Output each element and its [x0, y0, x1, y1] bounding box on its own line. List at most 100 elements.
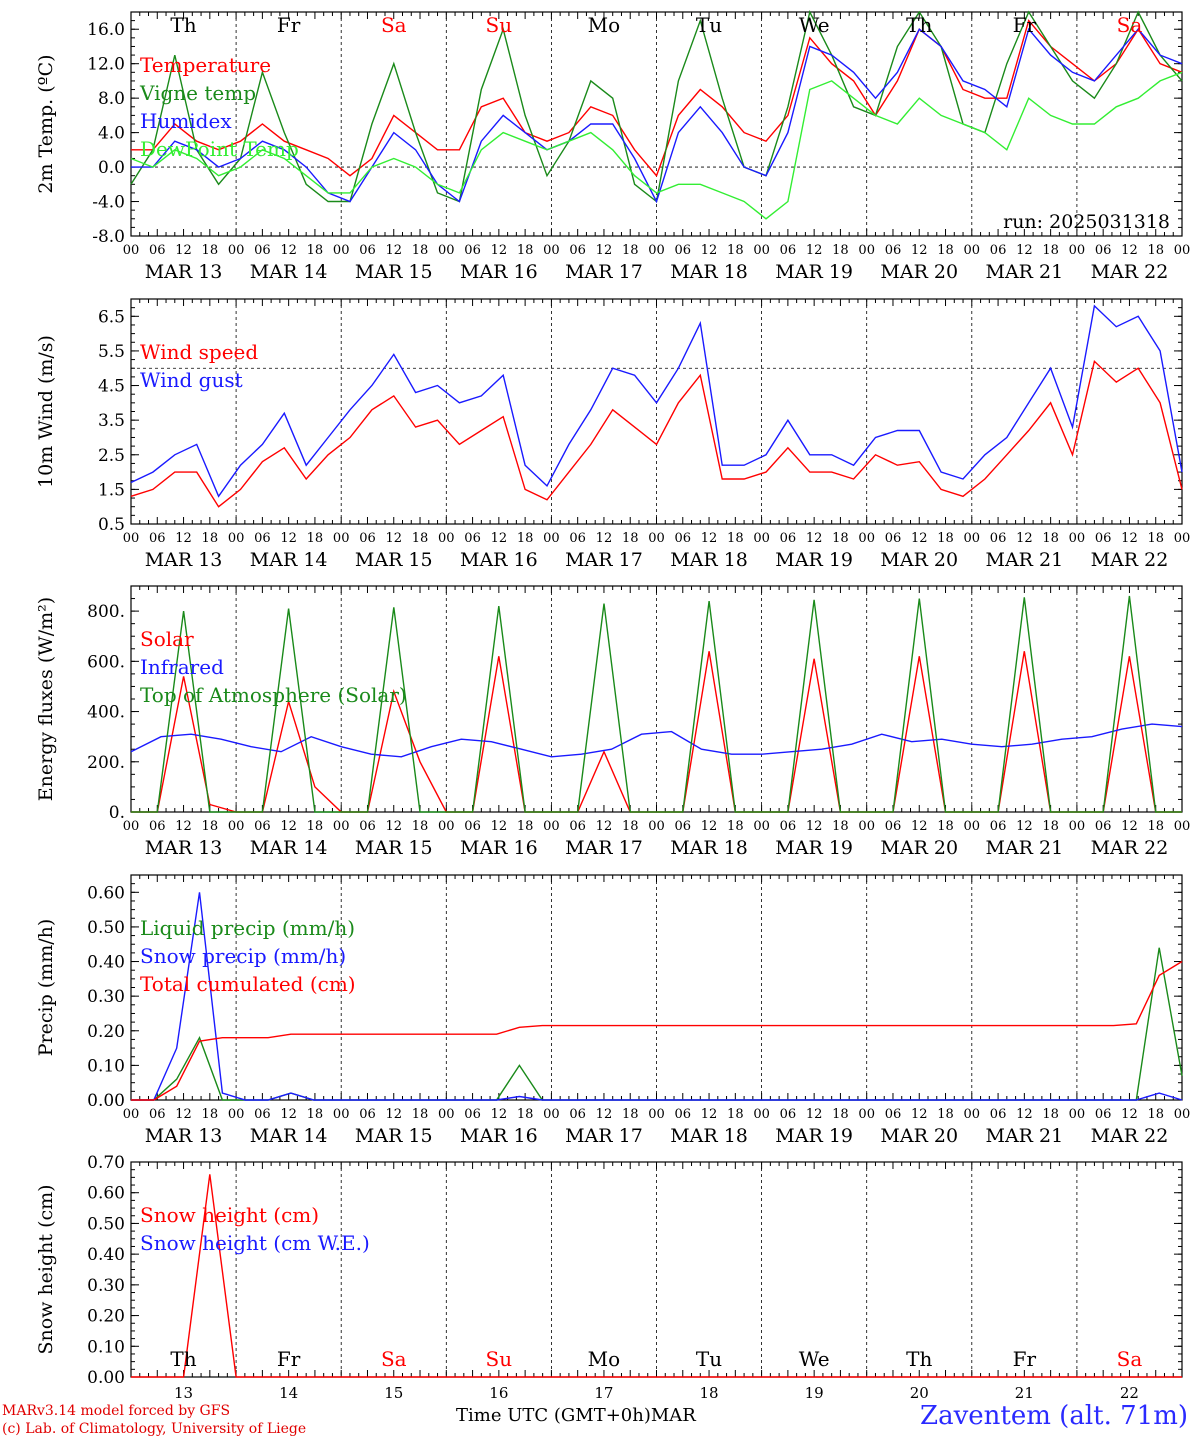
hour-label: 18: [202, 1107, 219, 1122]
hour-label: 00: [1174, 531, 1191, 546]
series-line-temperature: [131, 19, 1183, 178]
hour-label: 12: [1016, 819, 1033, 834]
hour-label: 06: [359, 531, 376, 546]
hour-label: 00: [333, 819, 350, 834]
hour-label: 06: [990, 243, 1007, 258]
series-line-snow-precip-mm-h-: [131, 892, 1183, 1101]
series-line-dewpoint-temp: [130, 71, 1183, 220]
day-name: Mo: [588, 1347, 621, 1371]
hour-label: 00: [228, 243, 245, 258]
date-label: MAR 16: [460, 1125, 538, 1147]
hour-label: 18: [202, 819, 219, 834]
hour-label: 12: [385, 531, 402, 546]
hour-label: 06: [254, 243, 271, 258]
y-tick-label: 0.20: [87, 1022, 125, 1042]
y-tick-label: 16.0: [87, 20, 125, 40]
hour-label: 06: [359, 1107, 376, 1122]
day-number: 19: [805, 1384, 824, 1402]
hour-label: 18: [412, 819, 429, 834]
hour-label: 00: [1174, 1107, 1191, 1122]
date-label: MAR 14: [250, 837, 328, 859]
date-label: MAR 16: [460, 261, 538, 283]
date-label: MAR 18: [670, 1125, 748, 1147]
hour-label: 12: [491, 1107, 508, 1122]
y-tick-label: 0.60: [87, 883, 125, 903]
hour-label: 06: [149, 243, 166, 258]
hour-label: 18: [727, 1107, 744, 1122]
hour-label: 18: [202, 531, 219, 546]
hour-label: 18: [622, 1107, 639, 1122]
hour-label: 12: [806, 819, 823, 834]
hour-label: 06: [780, 243, 797, 258]
date-label: MAR 20: [880, 837, 958, 859]
hour-label: 18: [307, 531, 324, 546]
date-label: MAR 17: [565, 261, 643, 283]
hour-label: 18: [937, 243, 954, 258]
series-line-wind-speed: [130, 359, 1183, 508]
date-label: MAR 17: [565, 549, 643, 571]
hour-label: 00: [1069, 819, 1086, 834]
hour-label: 12: [175, 819, 192, 834]
day-name: Sa: [381, 13, 407, 37]
y-axis-label: Precip (mm/h): [35, 919, 57, 1057]
x-axis-label-text: Time UTC (GMT+0h): [456, 1405, 651, 1426]
series-line-snow-height-cm-: [131, 1174, 1182, 1378]
y-tick-label: 5.5: [98, 342, 125, 362]
day-name: Fr: [277, 13, 301, 37]
hour-label: 00: [648, 531, 665, 546]
y-axis-label: 2m Temp. (ºC): [35, 54, 57, 193]
hour-label: 00: [438, 243, 455, 258]
date-label: MAR 16: [460, 549, 538, 571]
hour-label: 00: [753, 531, 770, 546]
hour-label: 18: [832, 1107, 849, 1122]
y-axis-label: Energy fluxes (W/m²): [35, 597, 57, 801]
plot-frame: [130, 298, 1183, 525]
hour-label: 12: [701, 819, 718, 834]
hour-label: 18: [832, 819, 849, 834]
y-tick-label: 0.5: [98, 515, 125, 535]
y-tick-label: 0.: [109, 803, 125, 823]
hour-label: 00: [228, 531, 245, 546]
hour-label: 06: [885, 531, 902, 546]
date-label: MAR 15: [355, 549, 433, 571]
legend-entry: Snow height (cm W.E.): [140, 1231, 370, 1255]
legend-entry: Vigne temp: [139, 81, 256, 105]
y-tick-label: 200.: [87, 753, 125, 773]
date-label: MAR 21: [985, 549, 1063, 571]
series-line-humidex: [131, 27, 1183, 204]
legend-entry: Snow height (cm): [140, 1203, 319, 1227]
day-name: Sa: [1117, 13, 1143, 37]
hour-label: 12: [175, 243, 192, 258]
y-tick-label: 600.: [87, 652, 125, 672]
hour-label: 06: [569, 243, 586, 258]
hour-label: 12: [385, 819, 402, 834]
date-label: MAR 18: [670, 261, 748, 283]
hour-label: 12: [596, 819, 613, 834]
date-label: MAR 22: [1091, 1125, 1169, 1147]
hour-label: 12: [806, 243, 823, 258]
hour-label: 18: [1147, 1107, 1164, 1122]
hour-label: 12: [385, 243, 402, 258]
legend-entry: Total cumulated (cm): [140, 972, 356, 996]
hour-label: 00: [1069, 531, 1086, 546]
date-label: MAR 22: [1091, 261, 1169, 283]
hour-label: 06: [254, 819, 271, 834]
hour-label: 18: [412, 1107, 429, 1122]
date-label: MAR 13: [145, 549, 223, 571]
hour-label: 06: [780, 819, 797, 834]
chart-panel-2: 0.5 1.5 2.5 3.5 4.5 5.5 6.5 10m Wind (m/s) Wind …: [35, 298, 1191, 571]
hour-label: 00: [333, 1107, 350, 1122]
day-name: We: [799, 13, 830, 37]
hour-label: 18: [307, 819, 324, 834]
date-label: MAR 19: [775, 837, 853, 859]
day-number: 15: [384, 1384, 403, 1402]
hour-label: 00: [123, 819, 140, 834]
hour-label: 00: [964, 819, 981, 834]
hour-label: 12: [1016, 243, 1033, 258]
legend-entry: Infrared: [140, 655, 224, 679]
y-tick-label: 2.5: [98, 446, 125, 466]
hour-label: 00: [964, 531, 981, 546]
y-tick-label: -4.0: [92, 193, 125, 213]
chart-panel-5: 0.00 0.10 0.20 0.30 0.40 0.50 0.60 0.70 Snow hei…: [35, 1153, 1183, 1402]
hour-label: 00: [964, 1107, 981, 1122]
